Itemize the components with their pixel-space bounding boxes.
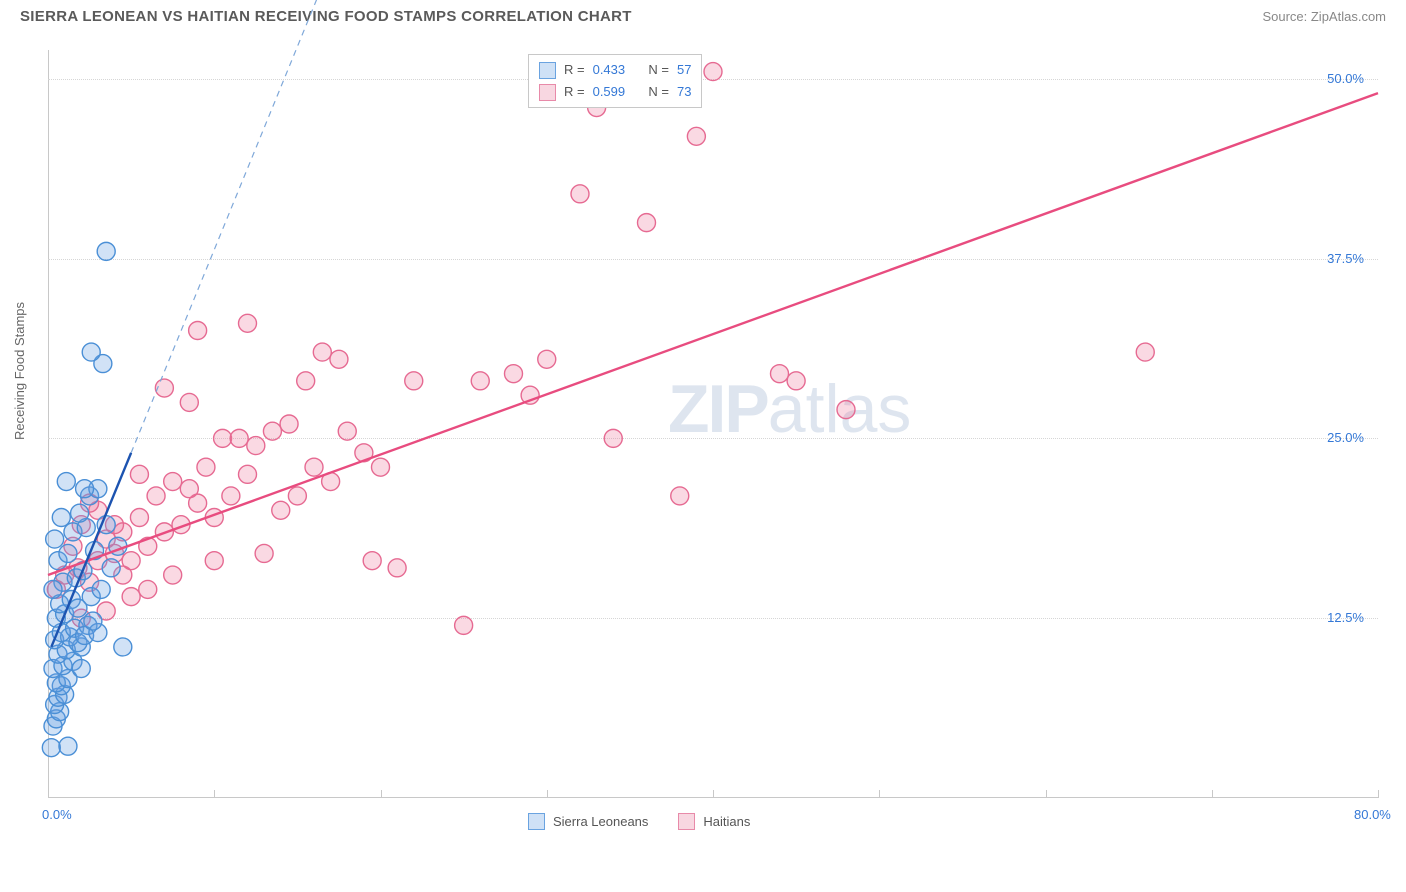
r-label-2: R = — [564, 81, 585, 103]
scatter-point — [122, 588, 140, 606]
scatter-point — [687, 127, 705, 145]
scatter-point — [330, 350, 348, 368]
scatter-point — [305, 458, 323, 476]
scatter-point — [272, 501, 290, 519]
scatter-point — [59, 544, 77, 562]
x-tick — [1378, 790, 1379, 798]
scatter-point — [671, 487, 689, 505]
r-value-1: 0.433 — [593, 59, 626, 81]
scatter-point — [280, 415, 298, 433]
scatter-point — [189, 322, 207, 340]
scatter-point — [405, 372, 423, 390]
scatter-point — [837, 401, 855, 419]
legend-label-series2: Haitians — [703, 814, 750, 829]
scatter-point — [46, 530, 64, 548]
scatter-point — [538, 350, 556, 368]
scatter-point — [130, 465, 148, 483]
scatter-point — [338, 422, 356, 440]
scatter-point — [92, 580, 110, 598]
scatter-point — [139, 580, 157, 598]
source-label: Source: ZipAtlas.com — [1262, 9, 1386, 24]
scatter-point — [1136, 343, 1154, 361]
scatter-point — [604, 429, 622, 447]
scatter-point — [205, 552, 223, 570]
y-tick-label: 37.5% — [1327, 251, 1364, 266]
scatter-point — [222, 487, 240, 505]
r-label-1: R = — [564, 59, 585, 81]
scatter-point — [214, 429, 232, 447]
scatter-point — [471, 372, 489, 390]
y-tick-label: 12.5% — [1327, 610, 1364, 625]
scatter-point — [239, 314, 257, 332]
y-axis-label: Receiving Food Stamps — [12, 302, 27, 440]
swatch-series2 — [539, 84, 556, 101]
scatter-point — [52, 509, 70, 527]
scatter-point — [130, 509, 148, 527]
swatch-series1 — [539, 62, 556, 79]
scatter-point — [388, 559, 406, 577]
scatter-point — [771, 365, 789, 383]
scatter-point — [704, 63, 722, 81]
scatter-point — [288, 487, 306, 505]
n-value-2: 73 — [677, 81, 691, 103]
scatter-point — [638, 214, 656, 232]
scatter-point — [180, 480, 198, 498]
scatter-point — [76, 480, 94, 498]
legend-item-series2: Haitians — [678, 813, 750, 830]
stats-row-series1: R = 0.433 N = 57 — [539, 59, 691, 81]
scatter-point — [44, 580, 62, 598]
scatter-point — [247, 437, 265, 455]
scatter-point — [571, 185, 589, 203]
scatter-point — [57, 473, 75, 491]
scatter-point — [97, 242, 115, 260]
scatter-point — [363, 552, 381, 570]
scatter-point — [71, 504, 89, 522]
scatter-point — [313, 343, 331, 361]
scatter-plot-svg — [48, 50, 1378, 840]
trend-line — [48, 93, 1378, 575]
legend-swatch-series1 — [528, 813, 545, 830]
y-tick-label: 50.0% — [1327, 71, 1364, 86]
n-label-1: N = — [648, 59, 669, 81]
stats-row-series2: R = 0.599 N = 73 — [539, 81, 691, 103]
scatter-point — [102, 559, 120, 577]
legend-item-series1: Sierra Leoneans — [528, 813, 648, 830]
scatter-point — [114, 638, 132, 656]
scatter-point — [180, 393, 198, 411]
scatter-point — [42, 739, 60, 757]
chart-title: SIERRA LEONEAN VS HAITIAN RECEIVING FOOD… — [20, 8, 632, 25]
scatter-point — [230, 429, 248, 447]
scatter-point — [372, 458, 390, 476]
scatter-point — [505, 365, 523, 383]
scatter-point — [164, 473, 182, 491]
scatter-point — [197, 458, 215, 476]
n-label-2: N = — [648, 81, 669, 103]
legend-swatch-series2 — [678, 813, 695, 830]
x-tick-label: 0.0% — [42, 807, 72, 822]
x-tick-label: 80.0% — [1354, 807, 1391, 822]
stats-legend-box: R = 0.433 N = 57 R = 0.599 N = 73 — [528, 54, 702, 108]
legend-label-series1: Sierra Leoneans — [553, 814, 648, 829]
scatter-point — [263, 422, 281, 440]
scatter-point — [72, 660, 90, 678]
scatter-point — [69, 599, 87, 617]
scatter-point — [297, 372, 315, 390]
scatter-point — [255, 544, 273, 562]
scatter-point — [84, 612, 102, 630]
scatter-point — [147, 487, 165, 505]
scatter-point — [82, 343, 100, 361]
chart-plot-area: ZIPatlas R = 0.433 N = 57 R = 0.599 N = … — [48, 50, 1378, 840]
y-tick-label: 25.0% — [1327, 430, 1364, 445]
r-value-2: 0.599 — [593, 81, 626, 103]
scatter-point — [787, 372, 805, 390]
scatter-point — [59, 737, 77, 755]
n-value-1: 57 — [677, 59, 691, 81]
scatter-point — [455, 616, 473, 634]
bottom-legend: Sierra Leoneans Haitians — [528, 813, 750, 830]
scatter-point — [164, 566, 182, 584]
scatter-point — [239, 465, 257, 483]
